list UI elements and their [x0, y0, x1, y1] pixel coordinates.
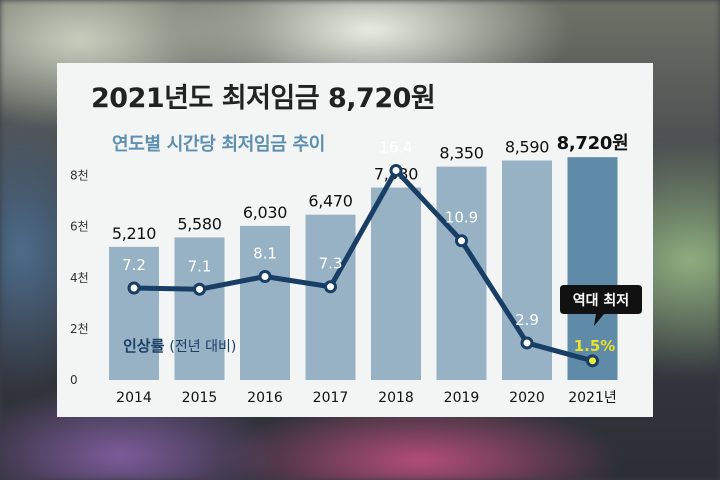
callout-bubble — [560, 285, 642, 326]
bar-2014 — [109, 246, 159, 380]
rate-point — [455, 234, 468, 248]
bar-value-label: 8,720원 — [557, 133, 629, 154]
rate-value-label: 7.2 — [122, 256, 146, 274]
x-tick-label: 2015 — [182, 390, 218, 406]
record-low-callout: 역대 최저 — [560, 285, 642, 326]
bar-2019 — [436, 166, 487, 380]
y-tick-label: 8천 — [70, 168, 89, 183]
y-tick-label: 6천 — [70, 219, 89, 234]
x-tick-label: 2021년 — [568, 390, 617, 406]
rate-legend-label: 인상률 (전년 대비) — [123, 337, 236, 355]
y-tick-label: 2천 — [70, 321, 89, 336]
rate-value-label: 2.9 — [515, 311, 539, 329]
rate-legend: 인상률 (전년 대비) — [123, 337, 236, 355]
callout-text: 역대 최저 — [573, 292, 629, 309]
y-axis: 0 2천 4천 6천 8천 — [70, 168, 89, 387]
rate-point — [127, 281, 141, 295]
bar-value-label: 6,470 — [308, 192, 352, 211]
x-axis: 2014 2015 2016 2017 2018 2019 2020 2021년 — [116, 390, 617, 406]
rate-point — [520, 336, 534, 350]
rate-point — [193, 282, 206, 296]
bar-value-label: 8,350 — [439, 144, 483, 163]
bar-2021년 — [567, 157, 618, 380]
x-tick-label: 2018 — [378, 390, 414, 406]
x-tick-label: 2019 — [444, 390, 480, 406]
rate-line-series: 7.2 7.1 8.1 7.3 16.4 10.9 2.9 1.5% — [122, 138, 616, 368]
rate-point — [586, 354, 599, 368]
chart-subtitle: 연도별 시간당 최저임금 추이 — [112, 134, 326, 155]
rate-value-label: 1.5% — [574, 337, 616, 355]
rate-value-label: 10.9 — [445, 209, 478, 227]
bar-2015 — [174, 237, 225, 380]
rate-value-label: 8.1 — [253, 245, 277, 263]
bar-2016 — [240, 225, 290, 380]
bar-2018 — [371, 187, 421, 380]
x-tick-label: 2017 — [313, 390, 349, 406]
bar-2017 — [305, 214, 356, 380]
x-tick-label: 2016 — [247, 390, 283, 406]
rate-point — [324, 280, 337, 294]
bar-value-label: 5,580 — [177, 214, 221, 233]
rate-point — [389, 163, 403, 177]
y-tick-label: 4천 — [70, 270, 89, 285]
bar-value-labels: 5,2105,5806,0306,4707,5308,3508,5908,720… — [112, 133, 629, 243]
y-tick-label: 0 — [70, 373, 78, 387]
bar-value-label: 6,030 — [243, 203, 287, 222]
bar-value-label: 8,590 — [505, 137, 549, 156]
x-tick-label: 2020 — [509, 390, 545, 406]
rate-value-label: 16.4 — [379, 138, 412, 156]
x-tick-label: 2014 — [116, 390, 152, 406]
rate-legend-name: 인상률 — [123, 337, 165, 355]
rate-value-label: 7.1 — [188, 257, 212, 275]
rate-value-label: 7.3 — [319, 255, 343, 273]
rate-point — [258, 270, 272, 283]
bar-value-label: 5,210 — [112, 224, 156, 243]
rate-legend-note: (전년 대비) — [169, 339, 236, 355]
chart-title: 2021년도 최저임금 8,720원 — [91, 83, 436, 114]
rate-line — [131, 167, 595, 364]
